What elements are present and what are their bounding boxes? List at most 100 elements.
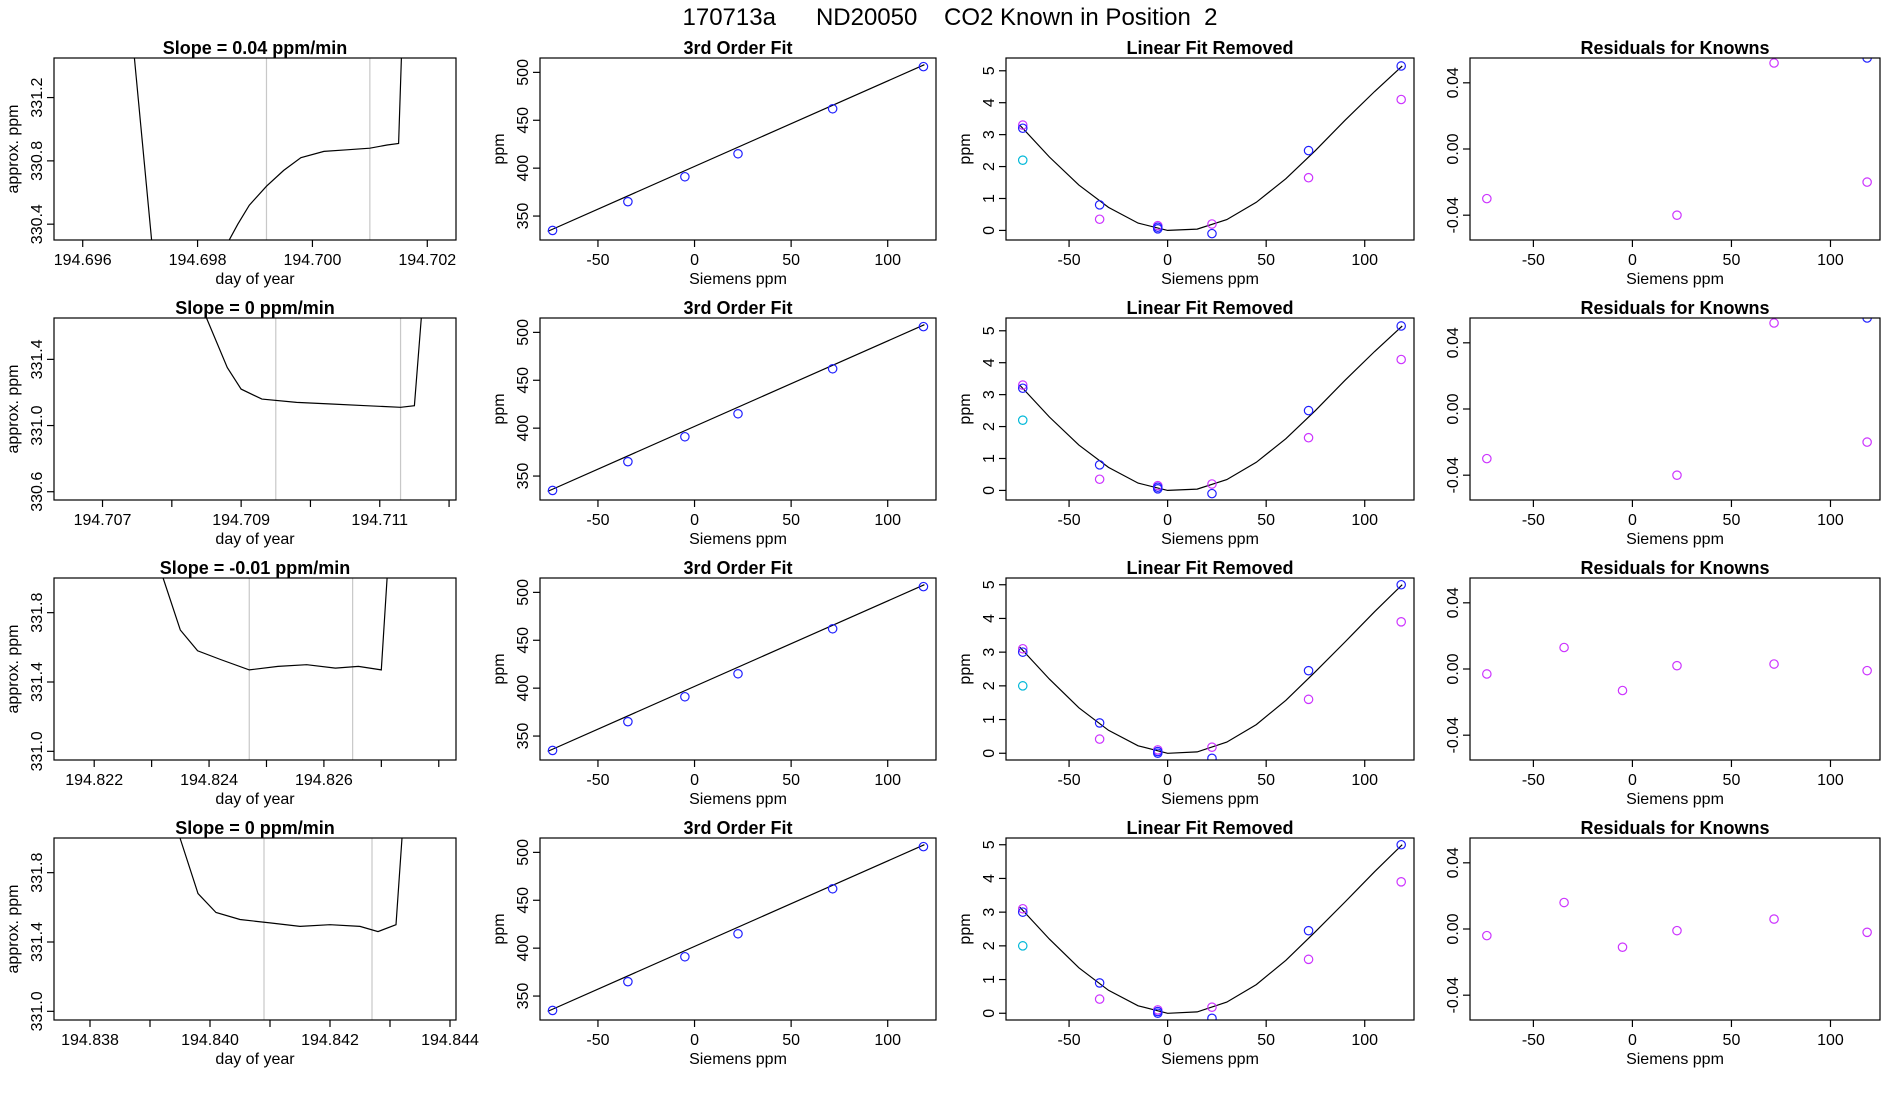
y-tick-label: 450 [515, 627, 532, 654]
x-axis-label: Siemens ppm [1626, 1051, 1724, 1068]
x-tick-label: 100 [1351, 772, 1378, 789]
x-axis-label: Siemens ppm [689, 271, 787, 288]
plot-area [547, 61, 929, 236]
panel-title: Linear Fit Removed [1126, 558, 1293, 578]
y-tick-label: 0.00 [1445, 653, 1462, 684]
known-point [733, 148, 743, 159]
x-axis-label: day of year [215, 1051, 295, 1068]
y-tick-label: 1 [981, 715, 998, 724]
residual-point-magenta [1862, 437, 1872, 447]
known-point [547, 745, 558, 756]
panel-title: Slope = 0.04 ppm/min [163, 38, 348, 58]
panel-r2c2: 3rd Order Fit -50 0 50 100 350 400 450 500 Siemen… [491, 298, 937, 548]
ppm-trace-line [179, 838, 403, 933]
x-tick-label: 100 [1817, 252, 1844, 269]
residual-point-magenta [1094, 474, 1105, 485]
y-tick-label: 330.6 [29, 472, 46, 512]
residual-point-magenta [1017, 120, 1028, 130]
panel-r3c2: 3rd Order Fit -50 0 50 100 350 400 450 500 Siemen… [491, 558, 937, 808]
residual-point-magenta [1862, 177, 1872, 187]
y-tick-label: 4 [981, 874, 998, 883]
y-tick-label: 450 [515, 887, 532, 914]
x-tick-label: 100 [874, 512, 901, 529]
residual-point-magenta [1482, 453, 1492, 464]
known-point [547, 1005, 558, 1016]
plot-area [547, 841, 929, 1016]
y-tick-label: 4 [981, 614, 998, 623]
known-point-blue [1094, 978, 1105, 988]
panel-r1c1: Slope = 0.04 ppm/min 194.696 194.698 194.70… [5, 38, 457, 288]
residual-point-magenta [1303, 694, 1314, 705]
x-tick-label: 50 [782, 252, 800, 269]
known-point-blue [1094, 718, 1105, 728]
x-tick-label: -50 [586, 1032, 609, 1049]
y-tick-label: 330.8 [29, 141, 46, 181]
y-axis-label: ppm [957, 133, 974, 164]
known-point-cyan [1017, 155, 1028, 165]
panel-title: Slope = -0.01 ppm/min [160, 558, 351, 578]
plot-area [1017, 321, 1406, 499]
x-tick-label: 0 [1628, 512, 1637, 529]
x-tick-label: 194.711 [351, 512, 408, 529]
known-point [733, 928, 743, 939]
y-tick-label: 500 [515, 579, 532, 606]
residual-point-magenta [1672, 210, 1682, 220]
x-axis-label: Siemens ppm [1161, 531, 1259, 548]
known-point-cyan [1017, 415, 1028, 425]
ppm-trace-line [133, 58, 153, 240]
y-tick-label: 331.8 [29, 593, 46, 633]
y-tick-label: 2 [981, 422, 998, 431]
x-tick-label: -50 [1522, 1032, 1545, 1049]
y-tick-label: 350 [515, 463, 532, 490]
residual-point-magenta [1207, 219, 1217, 229]
x-tick-label: 100 [1351, 512, 1378, 529]
panel-r1c3: Linear Fit Removed -50 0 50 100 0 1 2 3 4 5 Siemens… [957, 38, 1415, 288]
plot-frame [539, 317, 937, 501]
y-tick-label: 0.00 [1445, 393, 1462, 424]
x-tick-label: 50 [1723, 512, 1741, 529]
y-tick-label: 5 [981, 66, 998, 75]
y-tick-label: 331.0 [29, 731, 46, 771]
y-tick-label: 0 [981, 1009, 998, 1018]
panel-title: 3rd Order Fit [683, 818, 792, 838]
residual-point-magenta [1094, 734, 1105, 744]
known-point [733, 668, 743, 679]
x-tick-label: 50 [1257, 512, 1275, 529]
x-tick-label: 194.698 [169, 252, 227, 269]
plot-frame [539, 57, 937, 241]
x-tick-label: -50 [1058, 772, 1081, 789]
panel-r4c1: Slope = 0 ppm/min 194.838 194.840 194.842 19… [5, 818, 479, 1068]
residual-point-magenta [1769, 659, 1779, 669]
x-tick-label: 0 [690, 512, 699, 529]
plot-area [133, 58, 402, 240]
y-axis-label: approx. ppm [5, 105, 22, 194]
x-tick-label: 50 [1723, 772, 1741, 789]
y-tick-label: 331.0 [29, 991, 46, 1031]
y-axis-label: ppm [491, 133, 508, 164]
x-tick-label: 194.824 [180, 772, 238, 789]
residual-point-magenta [1482, 193, 1492, 204]
residual-point-magenta [1094, 214, 1105, 225]
x-axis-label: day of year [215, 791, 295, 808]
fit-line [547, 584, 925, 752]
y-tick-label: 3 [981, 130, 998, 139]
plot-frame [53, 577, 457, 761]
known-point-blue [1396, 579, 1406, 590]
x-tick-label: 194.700 [284, 252, 342, 269]
y-axis-label: ppm [491, 653, 508, 684]
x-tick-label: 50 [782, 1032, 800, 1049]
residual-point-magenta [1303, 432, 1314, 443]
x-tick-label: 100 [874, 1032, 901, 1049]
x-tick-label: 50 [782, 772, 800, 789]
y-tick-label: 3 [981, 908, 998, 917]
known-point-blue [1094, 460, 1105, 470]
x-tick-label: 0 [1163, 252, 1172, 269]
residual-point-magenta [1672, 470, 1682, 480]
y-axis-label: approx. ppm [5, 885, 22, 974]
x-axis-label: Siemens ppm [689, 791, 787, 808]
residual-point-magenta [1396, 354, 1406, 365]
y-tick-label: 500 [515, 319, 532, 346]
residual-point-magenta [1769, 58, 1779, 68]
y-tick-label: -0.04 [1445, 197, 1462, 234]
panel-title: Slope = 0 ppm/min [175, 298, 335, 318]
